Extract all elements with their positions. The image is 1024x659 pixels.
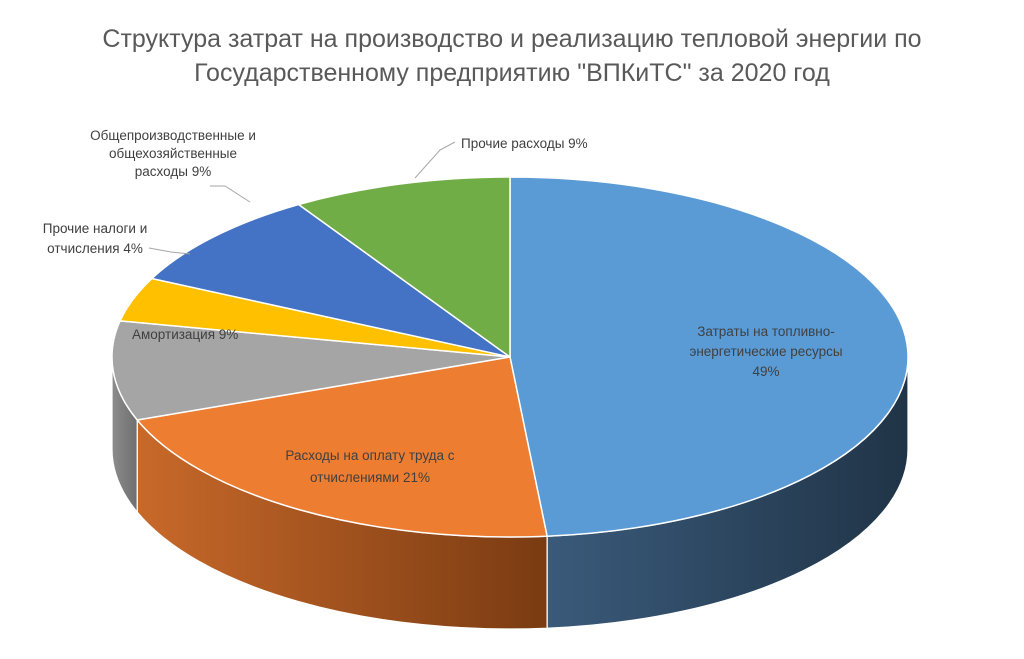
chart-title-line-2: Государственному предприятию "ВПКиТС" за… bbox=[194, 59, 830, 87]
data-label-2: Амортизация 9% bbox=[132, 327, 238, 342]
pie-slice-4 bbox=[151, 203, 511, 358]
chart-title-line-1: Структура затрат на производство и реали… bbox=[102, 25, 922, 53]
pie-slice-2 bbox=[111, 320, 511, 421]
leader-line-3 bbox=[148, 247, 191, 255]
pie-slice-1 bbox=[136, 356, 548, 538]
leader-line-5 bbox=[414, 141, 456, 179]
data-label-3: Прочие налоги и отчисления 4% bbox=[43, 221, 148, 256]
data-label-5: Прочие расходы 9% bbox=[461, 136, 588, 151]
pie-slice-0 bbox=[509, 176, 909, 537]
leader-line-4 bbox=[210, 185, 251, 203]
data-label-4: Общепроизводственные и общехозяйственные р… bbox=[90, 128, 256, 179]
data-label-1: Расходы на оплату труда с отчислениями 21… bbox=[285, 448, 454, 485]
pie-slice-5 bbox=[297, 176, 511, 358]
data-label-0: Затраты на топливно-энергетические ресур… bbox=[689, 324, 842, 379]
